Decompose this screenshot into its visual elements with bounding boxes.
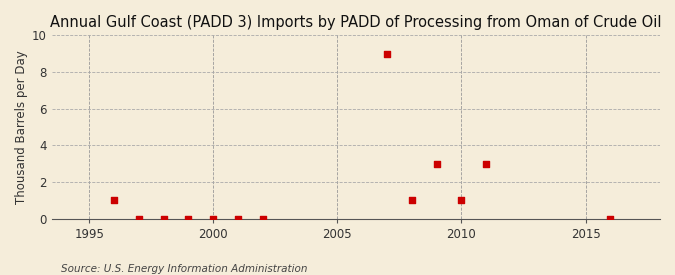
Point — [257, 216, 268, 221]
Point — [406, 198, 417, 203]
Point — [109, 198, 119, 203]
Title: Annual Gulf Coast (PADD 3) Imports by PADD of Processing from Oman of Crude Oil: Annual Gulf Coast (PADD 3) Imports by PA… — [50, 15, 662, 30]
Point — [456, 198, 467, 203]
Point — [134, 216, 144, 221]
Point — [183, 216, 194, 221]
Point — [605, 216, 616, 221]
Point — [381, 51, 392, 56]
Point — [233, 216, 244, 221]
Point — [481, 161, 491, 166]
Y-axis label: Thousand Barrels per Day: Thousand Barrels per Day — [15, 50, 28, 204]
Point — [431, 161, 442, 166]
Point — [208, 216, 219, 221]
Point — [158, 216, 169, 221]
Text: Source: U.S. Energy Information Administration: Source: U.S. Energy Information Administ… — [61, 264, 307, 274]
